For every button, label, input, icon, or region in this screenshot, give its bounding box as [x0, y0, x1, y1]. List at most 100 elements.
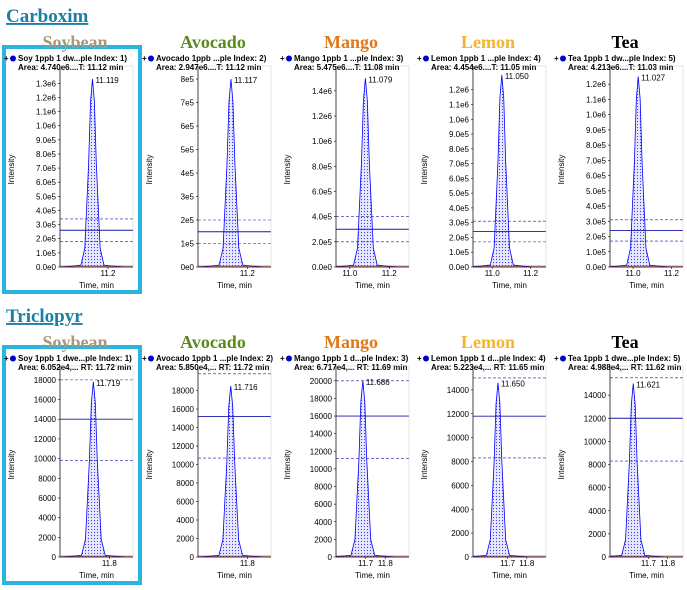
legend-line: Area: 6.052e4,... RT: 11.72 min	[18, 363, 132, 372]
y-tick-label: 10000	[584, 437, 607, 446]
legend-marker: +	[417, 354, 422, 363]
plot-frame	[609, 65, 684, 268]
y-tick-label: 2.0e5	[36, 235, 57, 244]
legend-line: Area: 2.947e6....T: 11.12 min	[156, 63, 262, 72]
chart-title: Mango	[324, 32, 378, 52]
y-tick-label: 4000	[314, 518, 332, 527]
legend-marker: +	[554, 54, 559, 63]
legend-line: Area: 5.475e6....T: 11.08 min	[294, 63, 400, 72]
x-axis-label: Time, min	[79, 571, 114, 580]
y-tick-label: 8000	[38, 474, 56, 483]
plot-frame	[472, 65, 547, 268]
y-tick-label: 9.0e5	[36, 136, 57, 145]
y-tick-label: 7e5	[181, 99, 195, 108]
peak-label: 11.079	[368, 75, 392, 84]
y-tick-label: 2000	[314, 535, 332, 544]
plot	[473, 74, 546, 267]
y-tick-label: 0.0e0	[312, 263, 333, 272]
y-tick-label: 0	[52, 553, 57, 562]
chart-title: Lemon	[461, 332, 515, 352]
highlight-box	[2, 45, 142, 294]
y-tick-label: 2000	[588, 530, 606, 539]
peak-area	[199, 79, 263, 267]
highlight-box	[2, 345, 142, 585]
y-tick-label: 1.0e5	[36, 249, 57, 258]
y-axis-label: Intensity	[283, 155, 292, 185]
y-axis-label: Intensity	[145, 155, 154, 185]
y-tick-label: 16000	[172, 405, 195, 414]
y-tick-label: 4.0e5	[449, 204, 470, 213]
x-tick-label: 11.0	[485, 269, 501, 278]
legend-dot	[148, 355, 154, 362]
y-tick-label: 8000	[588, 461, 606, 470]
legend-dot	[560, 55, 566, 62]
x-tick-label: 11.2	[240, 269, 256, 278]
trace-line	[473, 382, 529, 557]
trace-line	[199, 385, 263, 557]
y-tick-label: 4000	[38, 514, 56, 523]
y-tick-label: 4e5	[181, 169, 195, 178]
y-tick-label: 2.0e5	[449, 233, 470, 242]
y-tick-label: 9.0e5	[586, 126, 607, 135]
legend-dot	[148, 55, 154, 62]
y-tick-label: 8000	[314, 483, 332, 492]
legend-dot	[286, 355, 292, 362]
y-tick-label: 16000	[310, 412, 333, 421]
legend-line: Soy 1ppb 1 dw...ple Index: 1)	[18, 54, 127, 63]
section-heading: Carboxim	[6, 6, 89, 27]
y-tick-label: 18000	[172, 387, 195, 396]
y-tick-label: 12000	[34, 435, 57, 444]
y-tick-label: 5e5	[181, 146, 195, 155]
x-tick-label: 11.7	[500, 559, 516, 568]
x-axis-label: Time, min	[79, 281, 114, 290]
chart-title: Tea	[611, 32, 638, 52]
x-axis-label: Time, min	[217, 571, 252, 580]
y-tick-label: 0	[190, 553, 195, 562]
y-tick-label: 4000	[451, 505, 469, 514]
plot	[60, 379, 133, 557]
chart-title: Mango	[324, 332, 378, 352]
y-tick-label: 1.2e6	[36, 93, 57, 102]
peak-area	[336, 78, 397, 267]
y-tick-label: 18000	[34, 376, 57, 385]
legend-line: Area: 6.717e4,... RT: 11.69 min	[294, 363, 408, 372]
y-tick-label: 12000	[584, 414, 607, 423]
x-tick-label: 11.8	[240, 559, 256, 568]
x-axis-label: Time, min	[629, 281, 664, 290]
y-tick-label: 6.0e5	[449, 174, 470, 183]
y-tick-label: 1.0e6	[312, 137, 333, 146]
chart-title: Tea	[611, 332, 638, 352]
legend-line: Avocado 1ppb ...ple Index: 2)	[156, 54, 267, 63]
y-axis-label: Intensity	[283, 450, 292, 480]
y-tick-label: 1.0e6	[36, 122, 57, 131]
y-tick-label: 14000	[447, 386, 470, 395]
legend-line: Tea 1ppb 1 dwe...ple Index: 5)	[568, 354, 681, 363]
trace-line	[61, 381, 125, 557]
y-tick-label: 14000	[34, 415, 57, 424]
y-tick-label: 9.0e5	[449, 130, 470, 139]
y-tick-label: 2.0e5	[586, 233, 607, 242]
plot-frame	[335, 365, 410, 558]
trace-line	[199, 79, 263, 267]
y-tick-label: 8.0e5	[312, 162, 333, 171]
legend-marker: +	[554, 354, 559, 363]
x-tick-label: 11.2	[382, 269, 398, 278]
x-tick-label: 11.2	[101, 269, 117, 278]
y-tick-label: 2.0e5	[312, 238, 333, 247]
y-tick-label: 0	[602, 553, 607, 562]
peak-area	[610, 76, 669, 267]
chart-title: Soybean	[42, 32, 107, 52]
y-tick-label: 14000	[584, 391, 607, 400]
legend-line: Mango 1ppb 1 d...ple Index: 3)	[294, 354, 409, 363]
peak-area	[336, 380, 395, 557]
legend-marker: +	[280, 354, 285, 363]
y-axis-label: Intensity	[7, 450, 16, 480]
peak-label: 11.716	[234, 383, 258, 392]
y-tick-label: 7.0e5	[586, 156, 607, 165]
trace-line	[610, 76, 670, 267]
y-axis-label: Intensity	[420, 450, 429, 480]
plot-frame	[609, 365, 684, 558]
y-axis-label: Intensity	[557, 155, 566, 185]
peak-area	[473, 382, 529, 557]
